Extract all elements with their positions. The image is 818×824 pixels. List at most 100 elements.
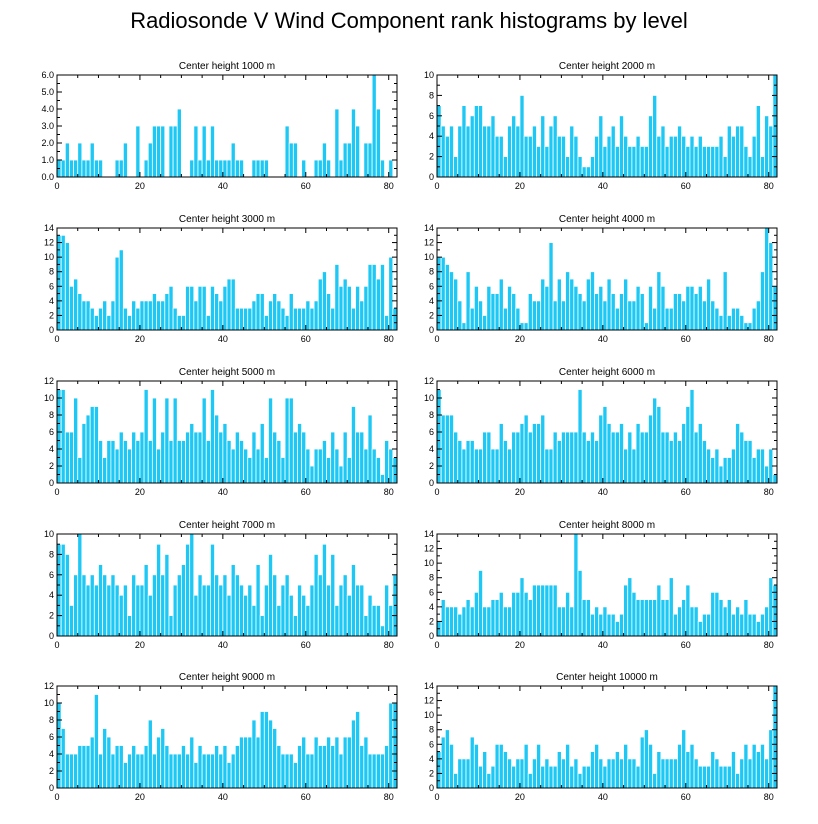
- chart-1-x-tick-label: 20: [135, 181, 145, 191]
- chart-9-bar: [268, 719, 274, 789]
- chart-8-bar: [594, 606, 600, 637]
- chart-5-bar: [189, 423, 195, 484]
- chart-2-bar: [739, 125, 745, 178]
- chart-4-bar: [523, 322, 529, 331]
- chart-1-bar: [189, 159, 195, 178]
- chart-10-bar: [478, 765, 484, 789]
- chart-4-bar: [718, 315, 724, 331]
- chart-8-bar: [660, 599, 666, 637]
- chart-6-bar: [693, 431, 699, 484]
- chart-7-bar: [309, 584, 315, 637]
- chart-9-bar: [118, 745, 124, 789]
- chart-2-bar: [730, 135, 736, 178]
- chart-6-bar: [751, 457, 757, 484]
- chart-7-y-tick-label: 2: [49, 611, 54, 621]
- chart-1-bar: [313, 159, 319, 178]
- chart-1-y-tick-label: 5.0: [41, 87, 54, 97]
- chart-5-bar: [342, 431, 348, 484]
- chart-2-bar: [594, 135, 600, 178]
- chart-3-bar: [280, 307, 286, 331]
- chart-1-x-tick-label: 40: [218, 181, 228, 191]
- chart-5-x-tick-label: 80: [384, 487, 394, 497]
- chart-4-x-tick-label: 40: [598, 334, 608, 344]
- chart-5-y-tick-label: 12: [44, 376, 54, 386]
- chart-4-bar: [730, 307, 736, 331]
- chart-4-bar: [581, 300, 587, 331]
- chart-5-bar: [197, 431, 203, 484]
- chart-9-bar: [189, 736, 195, 789]
- chart-6-bar: [560, 431, 566, 484]
- chart-8-bar: [565, 591, 571, 637]
- chart-6-bar: [548, 448, 554, 484]
- chart-3-bar: [284, 315, 290, 331]
- chart-4-bar: [743, 322, 749, 331]
- chart-10-bar: [755, 751, 761, 789]
- chart-10-bar: [490, 765, 496, 789]
- chart-6-bar: [569, 431, 575, 484]
- chart-2-bar: [627, 145, 633, 178]
- chart-2-bar: [565, 156, 571, 178]
- chart-5-bar: [176, 440, 182, 484]
- chart-3-bar: [359, 300, 365, 331]
- chart-10-bar: [473, 743, 479, 789]
- chart-8-y-tick-label: 6: [429, 587, 434, 597]
- chart-5-y-tick-label: 2: [49, 461, 54, 471]
- chart-5-bar: [330, 431, 336, 484]
- chart-1-bar: [346, 142, 352, 178]
- chart-5-bar: [255, 448, 261, 484]
- chart-3-bar: [168, 285, 174, 331]
- chart-10-bar: [730, 751, 736, 789]
- chart-3-bar: [251, 300, 257, 331]
- chart-6-bar: [623, 448, 629, 484]
- chart-2-bar: [569, 125, 575, 178]
- chart-7-bar: [160, 574, 166, 637]
- chart-10-bar: [590, 751, 595, 789]
- chart-1-y-tick-label: 3.0: [41, 121, 54, 131]
- chart-6-y-tick-label: 4: [429, 444, 434, 454]
- chart-3-y-tick-label: 0: [49, 325, 54, 335]
- chart-4-y-tick-label: 14: [424, 223, 434, 233]
- chart-9-bar: [197, 745, 203, 789]
- chart-8-bar: [573, 533, 579, 637]
- chart-2-bar: [697, 135, 703, 178]
- chart-6-bar: [457, 440, 463, 484]
- chart-2-bar: [531, 125, 537, 178]
- chart-1-bar: [64, 142, 70, 178]
- chart-5-bar: [143, 389, 149, 484]
- chart-8-bar: [631, 591, 637, 637]
- chart-9-bar: [193, 762, 199, 789]
- chart-2-bar: [685, 145, 691, 178]
- chart-7-bar: [106, 584, 112, 637]
- chart-2-x-tick-label: 80: [764, 181, 774, 191]
- chart-4-bar: [577, 293, 583, 331]
- chart-9-bar: [309, 753, 315, 789]
- chart-5-bar: [89, 406, 95, 484]
- chart-8-bar: [469, 606, 475, 637]
- chart-3-bar: [392, 307, 398, 331]
- chart-6-bar: [610, 431, 616, 484]
- chart-7-bar: [85, 584, 91, 637]
- chart-4-bar: [648, 285, 654, 331]
- chart-3-bar: [375, 278, 381, 331]
- chart-6-bar: [718, 465, 724, 484]
- chart-3-bar: [350, 307, 356, 331]
- chart-9-bar: [301, 736, 307, 789]
- chart-2-bar: [527, 135, 533, 178]
- chart-8-bar: [490, 599, 496, 637]
- chart-3-bar: [292, 307, 298, 331]
- chart-1-bar: [205, 159, 211, 178]
- chart-7-x-tick-label: 0: [54, 640, 59, 650]
- chart-10-y-tick-label: 14: [424, 681, 434, 691]
- chart-8-bar: [590, 613, 595, 637]
- chart-8-bar: [760, 613, 765, 637]
- chart-5-bar: [201, 397, 207, 484]
- chart-5-bar: [288, 397, 294, 484]
- chart-9-bar: [222, 745, 228, 789]
- chart-10-bar: [581, 765, 587, 789]
- chart-6-bar: [743, 440, 749, 484]
- chart-1-bar: [259, 159, 265, 178]
- chart-10-bar: [685, 751, 691, 789]
- chart-8-bar: [556, 606, 562, 637]
- chart-5-bar: [280, 457, 286, 484]
- chart-10-bar: [672, 758, 678, 789]
